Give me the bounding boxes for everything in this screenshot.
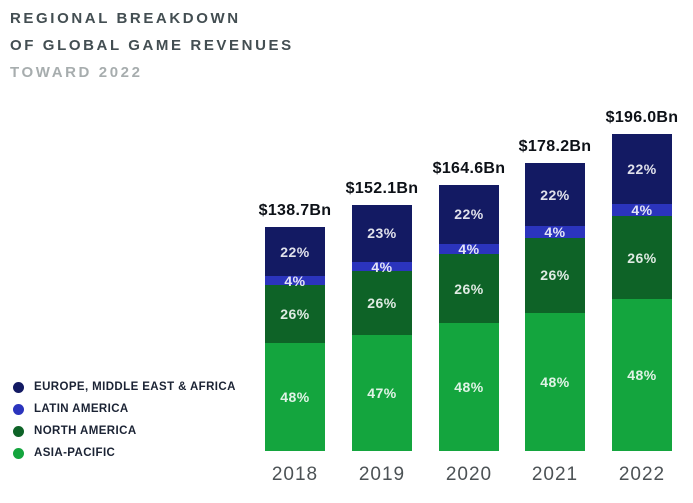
x-axis-label-2019: 2019 — [358, 464, 406, 485]
bar-segment-pct-label: 4% — [631, 202, 653, 219]
bar-2022: $196.0Bn 48% 26% 4% 22% 2022 — [606, 109, 678, 485]
bar-segment-pct-label: 4% — [458, 240, 480, 257]
page-title-line1: REGIONAL BREAKDOWN — [10, 10, 241, 27]
bar-segment-north-america-2019: 26% — [352, 271, 412, 336]
page-title-line2: OF GLOBAL GAME REVENUES — [10, 37, 294, 54]
bar-segment-pct-label: 26% — [367, 295, 397, 312]
legend-item-europe-middle-east-africa: EUROPE, MIDDLE EAST & AFRICA — [13, 376, 236, 398]
legend-label: ASIA-PACIFIC — [34, 447, 116, 459]
chart-header: REGIONAL BREAKDOWN OF GLOBAL GAME REVENU… — [10, 5, 294, 86]
bar-2021: $178.2Bn 48% 26% 4% 22% 2021 — [519, 138, 591, 485]
bar-2018: $138.7Bn 48% 26% 4% 22% 2018 — [259, 202, 331, 485]
bar-segment-pct-label: 26% — [627, 249, 657, 266]
bar-segment-pct-label: 4% — [371, 258, 393, 275]
bar-segment-pct-label: 4% — [544, 224, 566, 241]
bar-segment-pct-label: 4% — [284, 272, 306, 289]
bar-total-label-2021: $178.2Bn — [518, 138, 592, 155]
bar-2019: $152.1Bn 47% 26% 4% 23% 2019 — [346, 180, 418, 485]
bar-segment-pct-label: 22% — [627, 160, 657, 177]
x-axis-label-2020: 2020 — [445, 464, 493, 485]
bar-segment-latin-america-2020: 4% — [439, 240, 499, 257]
bar-total-label-2020: $164.6Bn — [432, 160, 506, 177]
bar-segment-asia-pacific-2021: 48% — [525, 312, 585, 451]
bar-segment-asia-pacific-2019: 47% — [352, 335, 412, 451]
bar-segment-pct-label: 48% — [540, 373, 570, 390]
bar-segment-pct-label: 47% — [367, 385, 397, 402]
bar-segment-pct-label: 22% — [540, 186, 570, 203]
bar-segment-pct-label: 22% — [280, 243, 310, 260]
legend-label: NORTH AMERICA — [34, 425, 137, 437]
legend-dot-icon — [13, 425, 24, 437]
bar-segment-europe-middle-east-africa-2019: 23% — [352, 205, 412, 262]
bar-total-label-2018: $138.7Bn — [258, 202, 332, 219]
bar-segment-asia-pacific-2022: 48% — [612, 298, 672, 451]
bar-segment-europe-middle-east-africa-2022: 22% — [612, 134, 672, 204]
legend: EUROPE, MIDDLE EAST & AFRICA LATIN AMERIC… — [13, 376, 236, 464]
legend-dot-icon — [13, 403, 24, 415]
bar-segment-pct-label: 48% — [627, 366, 657, 383]
bar-segment-pct-label: 22% — [454, 206, 484, 223]
bar-total-label-2022: $196.0Bn — [605, 109, 679, 126]
bar-segment-latin-america-2019: 4% — [352, 258, 412, 275]
bar-segment-europe-middle-east-africa-2018: 22% — [265, 227, 325, 277]
bar-segment-north-america-2020: 26% — [439, 254, 499, 324]
legend-item-north-america: NORTH AMERICA — [13, 420, 236, 442]
bar-segment-pct-label: 48% — [454, 379, 484, 396]
bar-segment-pct-label: 23% — [367, 225, 397, 242]
bar-segment-asia-pacific-2020: 48% — [439, 323, 499, 451]
bar-segment-latin-america-2021: 4% — [525, 224, 585, 241]
legend-dot-icon — [13, 447, 24, 459]
bar-segment-asia-pacific-2018: 48% — [265, 343, 325, 451]
bar-segment-europe-middle-east-africa-2021: 22% — [525, 163, 585, 227]
bar-segment-north-america-2022: 26% — [612, 216, 672, 299]
bar-segment-europe-middle-east-africa-2020: 22% — [439, 185, 499, 244]
legend-item-asia-pacific: ASIA-PACIFIC — [13, 442, 236, 464]
bar-segment-pct-label: 48% — [280, 389, 310, 406]
bar-segment-north-america-2018: 26% — [265, 285, 325, 344]
bar-total-label-2019: $152.1Bn — [345, 180, 419, 197]
legend-dot-icon — [13, 381, 24, 393]
bar-segment-pct-label: 26% — [280, 306, 310, 323]
legend-label: EUROPE, MIDDLE EAST & AFRICA — [34, 381, 236, 393]
bar-segment-pct-label: 26% — [540, 267, 570, 284]
legend-label: LATIN AMERICA — [34, 403, 129, 415]
x-axis-label-2021: 2021 — [531, 464, 579, 485]
x-axis-label-2022: 2022 — [618, 464, 666, 485]
bar-segment-pct-label: 26% — [454, 280, 484, 297]
bar-segment-latin-america-2022: 4% — [612, 202, 672, 219]
bar-segment-latin-america-2018: 4% — [265, 273, 325, 289]
bar-2020: $164.6Bn 48% 26% 4% 22% 2020 — [433, 160, 505, 485]
legend-item-latin-america: LATIN AMERICA — [13, 398, 236, 420]
page-subtitle: TOWARD 2022 — [10, 64, 143, 81]
x-axis-label-2018: 2018 — [271, 464, 319, 485]
bar-segment-north-america-2021: 26% — [525, 237, 585, 313]
